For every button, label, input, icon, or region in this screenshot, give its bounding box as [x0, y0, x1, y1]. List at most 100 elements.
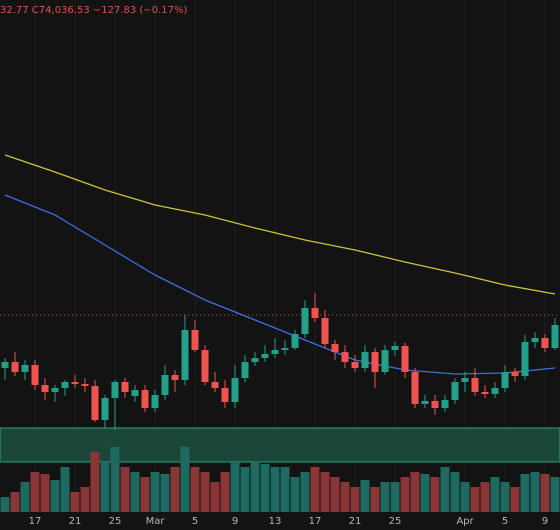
candle-body: [31, 365, 39, 385]
volume-bar: [120, 467, 130, 512]
volume-bar: [440, 467, 450, 512]
volume-bar: [300, 472, 310, 512]
candle-body: [211, 382, 219, 388]
candle-body: [1, 362, 9, 368]
volume-bar: [240, 467, 250, 512]
candle-body: [171, 375, 179, 380]
x-tick-label: 25: [109, 516, 122, 527]
volume-bar: [290, 477, 300, 512]
x-tick-label: 21: [349, 516, 362, 527]
volume-bar: [100, 462, 110, 512]
volume-bar: [150, 472, 160, 512]
volume-bar: [140, 477, 150, 512]
volume-bar: [490, 477, 500, 512]
volume-bar: [520, 474, 530, 512]
candle-body: [541, 338, 549, 348]
candle-body: [311, 308, 319, 318]
volume-bar: [180, 447, 190, 512]
candle-body: [281, 348, 289, 350]
candle-body: [11, 362, 19, 372]
volume-bar: [200, 472, 210, 512]
candle-body: [261, 354, 269, 358]
x-tick-label: 9: [542, 516, 548, 527]
volume-bar: [280, 467, 290, 512]
x-tick-label: 9: [232, 516, 238, 527]
volume-bar: [50, 480, 60, 512]
moving-average: [4, 154, 556, 295]
candle-body: [21, 365, 29, 372]
candle-body: [521, 342, 529, 376]
candle-body: [511, 372, 519, 376]
volume-bar: [110, 447, 120, 512]
volume-bar: [380, 482, 390, 512]
volume-bar: [360, 480, 370, 512]
volume-bar: [420, 474, 430, 512]
candle-body: [61, 382, 69, 388]
candle-body: [431, 401, 439, 408]
volume-bar: [270, 467, 280, 512]
x-axis: [0, 512, 560, 530]
candle-body: [461, 378, 469, 382]
x-tick-label: 5: [192, 516, 198, 527]
candle-body: [401, 346, 409, 372]
candle-body: [161, 375, 169, 395]
candle-body: [351, 362, 359, 368]
x-tick-label: 17: [29, 516, 42, 527]
volume-bar: [480, 482, 490, 512]
volume-bar: [160, 474, 170, 512]
candle-body: [131, 390, 139, 396]
volume-bar: [130, 472, 140, 512]
candle-body: [51, 388, 59, 392]
candle-body: [481, 392, 489, 394]
volume-bar: [410, 472, 420, 512]
candle-body: [361, 352, 369, 368]
volume-bar: [500, 482, 510, 512]
volume-bar: [10, 492, 20, 512]
volume-bar: [260, 464, 270, 512]
candle-body: [291, 334, 299, 348]
candle-body: [151, 395, 159, 408]
volume-bar: [80, 487, 90, 512]
candle-body: [501, 372, 509, 388]
moving-average: [4, 194, 556, 375]
volume-bar: [230, 462, 240, 512]
volume-bar: [510, 487, 520, 512]
candle-body: [411, 372, 419, 404]
volume-bar: [320, 472, 330, 512]
candle-body: [91, 386, 99, 420]
candle-body: [251, 358, 259, 362]
volume-bar: [210, 482, 220, 512]
candle-body: [191, 330, 199, 350]
candle-body: [111, 382, 119, 398]
candle-body: [241, 362, 249, 378]
x-tick-label: Apr: [456, 516, 474, 527]
volume-bar: [400, 477, 410, 512]
candle-body: [141, 390, 149, 408]
candle-body: [101, 398, 109, 420]
zone-band: [0, 427, 560, 463]
volume-bar: [350, 487, 360, 512]
x-tick-label: 25: [389, 516, 402, 527]
volume-bar: [430, 477, 440, 512]
volume-bar: [30, 472, 40, 512]
candle-body: [331, 344, 339, 352]
volume-bar: [370, 487, 380, 512]
volume-bar: [530, 472, 540, 512]
volume-bar: [190, 467, 200, 512]
x-tick-label: 21: [69, 516, 82, 527]
volume-bar: [0, 497, 10, 512]
candle-body: [271, 350, 279, 354]
volume-bar: [450, 472, 460, 512]
volume-bar: [460, 482, 470, 512]
volume-bar: [540, 474, 550, 512]
candle-body: [41, 385, 49, 392]
candle-body: [121, 382, 129, 392]
volume-bar: [90, 452, 100, 512]
volume-bar: [550, 477, 560, 512]
volume-bar: [390, 482, 400, 512]
volume-bar: [250, 462, 260, 512]
candle-body: [451, 382, 459, 400]
candle-body: [471, 378, 479, 392]
volume-bar: [20, 482, 30, 512]
